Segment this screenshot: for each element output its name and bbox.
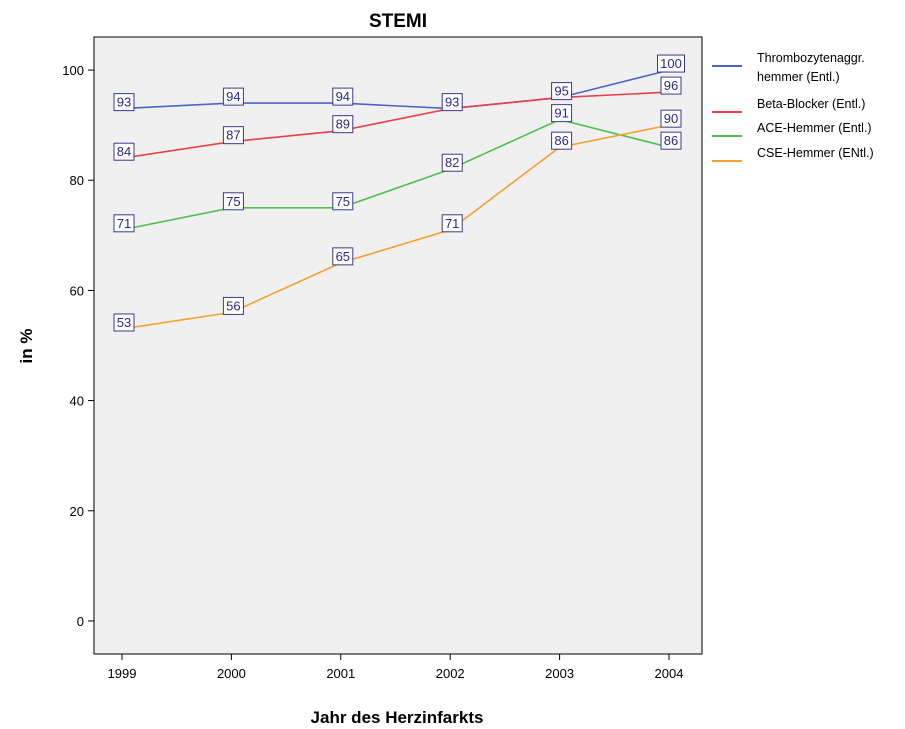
svg-text:86: 86 — [664, 133, 678, 148]
x-tick-label: 2004 — [655, 666, 684, 681]
data-label: 94 — [222, 87, 244, 106]
data-label: 93 — [113, 93, 135, 112]
svg-text:86: 86 — [554, 133, 568, 148]
data-label: 75 — [222, 192, 244, 211]
legend-label: Thrombozytenaggr. — [757, 51, 865, 65]
svg-text:75: 75 — [226, 194, 240, 209]
data-label: 56 — [222, 296, 244, 315]
data-label: 96 — [660, 76, 682, 95]
legend-label: Beta-Blocker (Entl.) — [757, 97, 865, 111]
y-tick-label: 20 — [70, 504, 84, 519]
series-line — [121, 91, 670, 159]
svg-text:94: 94 — [336, 89, 350, 104]
svg-text:71: 71 — [445, 216, 459, 231]
y-tick-label: 60 — [70, 283, 84, 298]
data-label: 82 — [441, 153, 463, 172]
legend-label: CSE-Hemmer (ENtl.) — [757, 146, 874, 160]
svg-text:56: 56 — [226, 298, 240, 313]
legend-item: CSE-Hemmer (ENtl.) — [712, 146, 874, 162]
svg-text:87: 87 — [226, 128, 240, 143]
svg-text:71: 71 — [117, 216, 131, 231]
chart-title: STEMI — [369, 11, 427, 32]
data-label: 100 — [657, 54, 685, 73]
data-label: 94 — [332, 87, 354, 106]
svg-text:96: 96 — [664, 78, 678, 93]
data-label: 86 — [551, 131, 573, 150]
svg-text:100: 100 — [660, 56, 682, 71]
svg-text:90: 90 — [664, 111, 678, 126]
svg-text:94: 94 — [226, 89, 240, 104]
data-label: 87 — [222, 126, 244, 145]
data-label: 90 — [660, 109, 682, 128]
series-line — [121, 69, 670, 110]
legend: Thrombozytenaggr. hemmer (Entl.) Beta-Bloc… — [712, 51, 874, 162]
series-line — [121, 124, 670, 330]
data-label: 86 — [660, 131, 682, 150]
svg-text:95: 95 — [554, 84, 568, 99]
y-tick-label: 100 — [62, 63, 84, 78]
y-axis-title: in % — [17, 329, 36, 364]
svg-text:91: 91 — [554, 106, 568, 121]
legend-label: hemmer (Entl.) — [757, 70, 840, 84]
data-label: 53 — [113, 313, 135, 332]
series-line — [121, 118, 670, 231]
data-label: 91 — [551, 104, 573, 123]
data-label: 71 — [441, 214, 463, 233]
svg-text:93: 93 — [445, 95, 459, 110]
svg-text:84: 84 — [117, 144, 131, 159]
svg-text:75: 75 — [336, 194, 350, 209]
svg-text:65: 65 — [336, 249, 350, 264]
data-label: 71 — [113, 214, 135, 233]
data-label: 75 — [332, 192, 354, 211]
y-tick-label: 80 — [70, 173, 84, 188]
data-label: 95 — [551, 82, 573, 101]
data-labels: 93 94 94 93 95 100 84 87 89 96 71 75 75 82 91 86 53 56 65 7… — [113, 54, 685, 332]
y-tick-label: 40 — [70, 394, 84, 409]
svg-text:53: 53 — [117, 315, 131, 330]
svg-text:93: 93 — [117, 95, 131, 110]
data-label: 93 — [441, 93, 463, 112]
x-tick-label: 2001 — [326, 666, 355, 681]
series-lines — [121, 69, 670, 330]
x-tick-label: 2000 — [217, 666, 246, 681]
x-axis-title: Jahr des Herzinfarkts — [311, 708, 484, 727]
data-label: 89 — [332, 115, 354, 134]
legend-item: Beta-Blocker (Entl.) — [712, 97, 865, 113]
legend-item: Thrombozytenaggr. hemmer (Entl.) — [712, 51, 865, 84]
data-label: 65 — [332, 247, 354, 266]
legend-item: ACE-Hemmer (Entl.) — [712, 121, 872, 137]
y-tick-label: 0 — [77, 614, 84, 629]
plot-area — [93, 36, 703, 655]
legend-label: ACE-Hemmer (Entl.) — [757, 121, 872, 135]
data-label: 84 — [113, 142, 135, 161]
x-tick-label: 1999 — [108, 666, 137, 681]
x-tick-label: 2003 — [545, 666, 574, 681]
axes: 0 20 40 60 80 100 1999 2000 2001 2002 2003 2004 — [62, 63, 683, 681]
x-tick-label: 2002 — [436, 666, 465, 681]
svg-text:89: 89 — [336, 117, 350, 132]
svg-text:82: 82 — [445, 155, 459, 170]
